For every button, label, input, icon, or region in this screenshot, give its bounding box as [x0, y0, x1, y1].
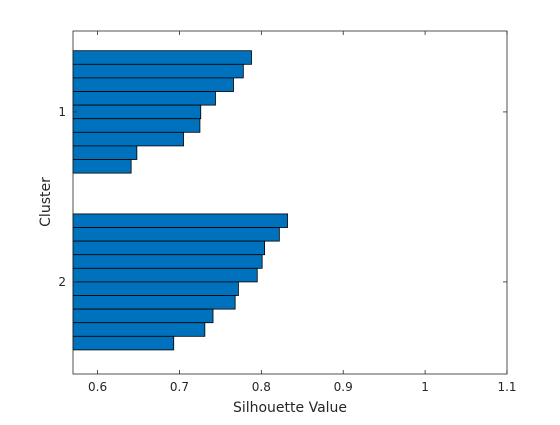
x-axis-label: Silhouette Value — [233, 400, 347, 416]
bar-cluster-1-4 — [72, 91, 216, 106]
bar-cluster-1-7 — [72, 131, 184, 147]
bar-cluster-2-4 — [72, 254, 263, 269]
bar-cluster-1-9 — [72, 159, 132, 174]
bar-cluster-1-6 — [72, 118, 201, 133]
y-axis-label: Cluster — [38, 177, 54, 227]
bar-cluster-2-5 — [72, 267, 258, 283]
bar-cluster-2-1 — [72, 213, 288, 228]
x-ticks-layer: 0.6 0.7 0.8 0.9 1 1.1 — [88, 31, 517, 394]
x-tick-label-0.8: 0.8 — [252, 380, 271, 394]
bar-cluster-1-5 — [72, 104, 202, 120]
y-ticks-layer: 12 — [58, 105, 507, 289]
bar-cluster-1-2 — [72, 63, 244, 79]
bar-cluster-2-7 — [72, 295, 236, 310]
x-tick-label-0.6: 0.6 — [88, 380, 107, 394]
x-tick-label-0.9: 0.9 — [334, 380, 353, 394]
bar-cluster-1-8 — [72, 145, 138, 160]
x-tick-label-0.7: 0.7 — [170, 380, 189, 394]
bar-cluster-2-3 — [72, 240, 266, 256]
bar-cluster-2-8 — [72, 308, 214, 324]
x-tick-label-1.1: 1.1 — [497, 380, 516, 394]
bar-cluster-1-1 — [72, 50, 252, 65]
bar-cluster-2-2 — [72, 227, 280, 242]
bar-cluster-2-6 — [72, 281, 239, 296]
x-tick-label-1: 1 — [421, 380, 429, 394]
y-tick-label-1: 1 — [58, 105, 66, 119]
axes-box — [72, 30, 508, 375]
bar-cluster-1-3 — [72, 77, 234, 92]
bar-cluster-2-9 — [72, 322, 206, 337]
bar-cluster-2-10 — [72, 335, 175, 351]
y-tick-label-2: 2 — [58, 275, 66, 289]
